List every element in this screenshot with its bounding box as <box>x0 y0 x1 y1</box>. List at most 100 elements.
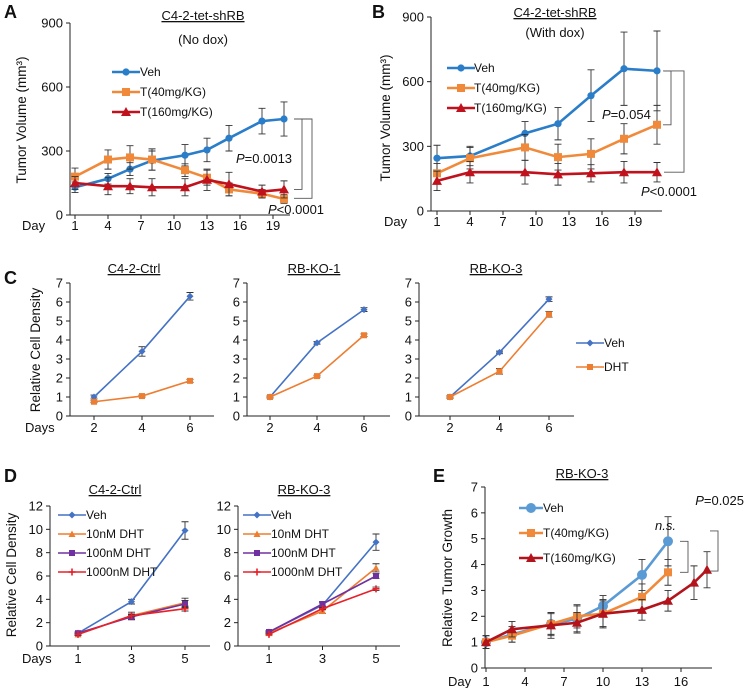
legend-label: T(160mg/KG) <box>474 101 547 115</box>
x-tick-label: 1 <box>71 218 78 233</box>
marker-square <box>181 166 189 175</box>
y-tick-label: 10 <box>217 522 231 537</box>
marker-square-small <box>314 373 320 380</box>
y-tick-label: 2 <box>224 615 231 630</box>
x-tick-label: 13 <box>635 674 649 688</box>
marker-square <box>457 84 465 92</box>
panel-D1: 0 2 4 6 8 10 12 1 3 5 D C4-2-Ctrl Relative Cell Dens… <box>4 466 210 666</box>
x-tick-label: 6 <box>186 420 193 435</box>
chart-title: RB-KO-3 <box>470 261 523 276</box>
series-line <box>269 308 365 398</box>
marker-triangle <box>432 175 442 185</box>
y-tick-label: 300 <box>402 139 424 154</box>
y-tick-label: 1 <box>471 635 478 650</box>
x-axis-label: Day <box>384 214 408 229</box>
x-tick-label: 13 <box>562 214 576 229</box>
chart-title: C4-2-tet-shRB <box>161 8 244 23</box>
marker-diamond <box>128 598 135 606</box>
marker-triangle <box>689 577 699 587</box>
y-tick-label: 0 <box>36 639 43 654</box>
marker-square-small <box>69 550 75 556</box>
significance-label: P=0.054 <box>602 107 651 122</box>
marker-diamond <box>181 527 189 534</box>
italic-part: n.s. <box>655 518 676 533</box>
y-tick-label: 7 <box>56 276 63 291</box>
significance-bracket <box>294 118 303 190</box>
x-tick-label: 1 <box>433 214 440 229</box>
x-tick-label: 16 <box>233 218 247 233</box>
marker-plus <box>68 568 76 576</box>
series-100nm-dht <box>265 573 380 635</box>
legend-label: 1000nM DHT <box>271 565 343 579</box>
x-tick-label: 10 <box>529 214 543 229</box>
italic-part: P <box>236 151 245 166</box>
x-tick-label: 1 <box>482 674 489 688</box>
x-tick-label: 5 <box>372 651 379 666</box>
y-tick-label: 0 <box>224 639 231 654</box>
series-1000nm-dht <box>265 585 380 638</box>
marker-square-small <box>267 394 273 400</box>
marker-square <box>126 153 134 162</box>
y-tick-label: 6 <box>36 569 43 584</box>
marker-triangle <box>619 167 629 177</box>
x-tick-label: 1 <box>74 651 81 666</box>
y-tick-label: 6 <box>56 295 63 310</box>
marker-triangle <box>121 107 131 116</box>
y-tick-label: 1 <box>233 390 240 405</box>
panel-label: E <box>433 466 445 486</box>
series-t-40mg-kg- <box>433 104 661 184</box>
marker-triangle <box>546 620 556 630</box>
marker-diamond <box>186 292 194 300</box>
italic-part: P <box>695 493 704 508</box>
legend-label: 10nM DHT <box>271 527 330 541</box>
significance-bracket <box>664 70 685 173</box>
significance-bracket <box>294 118 313 199</box>
marker-square <box>638 592 646 601</box>
y-tick-label: 300 <box>41 144 63 159</box>
marker-square <box>620 134 628 143</box>
y-tick-label: 600 <box>402 74 424 89</box>
y-tick-label: 600 <box>41 80 63 95</box>
marker-circle <box>258 117 266 125</box>
marker-triangle <box>456 103 466 112</box>
marker-triangle <box>103 181 113 191</box>
y-tick-label: 4 <box>405 333 412 348</box>
marker-square-small <box>496 368 503 375</box>
y-tick-label: 6 <box>224 569 231 584</box>
y-tick-label: 3 <box>56 352 63 367</box>
marker-triangle <box>572 617 582 627</box>
legend-label: Veh <box>271 508 292 522</box>
x-tick-label: 4 <box>104 218 111 233</box>
significance-bracket <box>663 70 672 126</box>
x-tick-label: 19 <box>266 218 280 233</box>
marker-circle <box>653 67 661 75</box>
legend-label: Veh <box>604 336 625 350</box>
legend-label: 1000nM DHT <box>86 565 158 579</box>
chart-subtitle: (With dox) <box>525 25 584 40</box>
series-t-160mg-kg- <box>481 551 712 650</box>
marker-square-small <box>91 398 97 405</box>
marker-circle <box>554 120 562 128</box>
marker-circle <box>122 68 130 76</box>
series-t-160mg-kg- <box>70 168 289 199</box>
y-tick-label: 2 <box>56 371 63 386</box>
y-tick-label: 2 <box>471 609 478 624</box>
legend-label: Veh <box>86 508 107 522</box>
x-tick-label: 3 <box>319 651 326 666</box>
y-tick-label: 7 <box>233 276 240 291</box>
y-tick-label: 0 <box>471 661 478 676</box>
marker-circle <box>521 129 529 137</box>
marker-circle <box>225 134 233 142</box>
y-tick-label: 5 <box>471 531 478 546</box>
y-tick-label: 0 <box>233 409 240 424</box>
marker-triangle <box>70 178 80 187</box>
marker-square <box>587 149 595 158</box>
marker-square <box>554 153 562 162</box>
x-tick-label: 7 <box>137 218 144 233</box>
marker-circle <box>203 146 211 154</box>
panel-C2: 0 1 2 3 4 5 6 7 2 4 6 RB-KO-1 <box>233 261 390 435</box>
y-tick-label: 3 <box>471 583 478 598</box>
x-tick-label: 19 <box>628 214 642 229</box>
marker-square-small <box>319 601 326 607</box>
